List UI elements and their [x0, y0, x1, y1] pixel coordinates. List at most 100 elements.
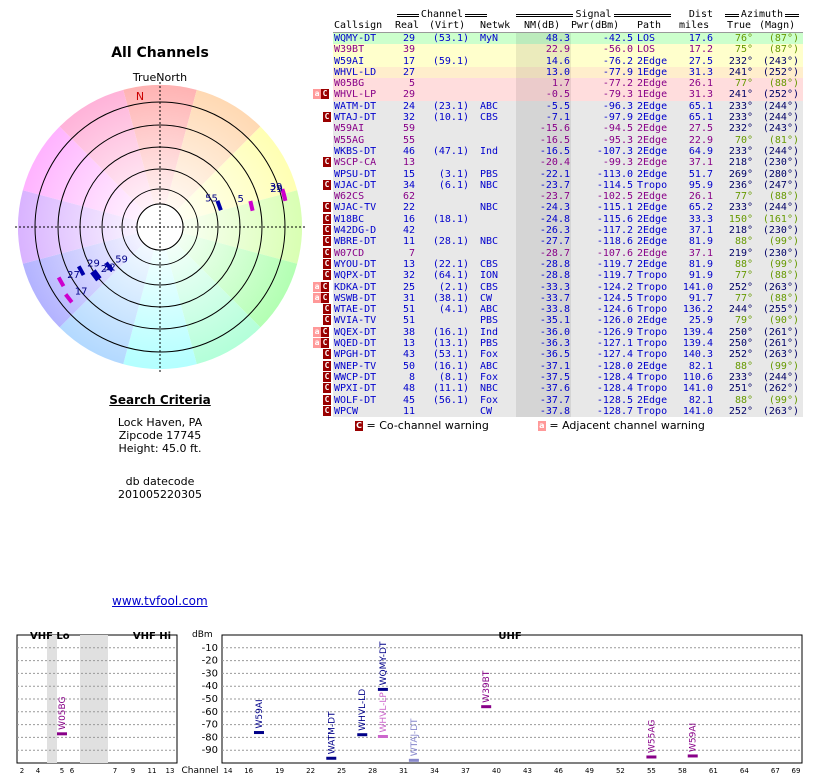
- nm-column-shade: [516, 258, 571, 271]
- cell-magn-azimuth: (90°): [768, 315, 799, 327]
- cochannel-warning-icon: C: [323, 270, 331, 281]
- group-header-channel: Channel: [418, 9, 466, 20]
- table-row: C WJAC-DT 34 (6.1) NBC -23.7 -114.5 Tropo 95.9 23…: [323, 179, 803, 192]
- cochannel-warning-icon: C: [355, 421, 363, 431]
- group-header-signal: Signal: [573, 9, 614, 20]
- channel-table: Channel Signal Dist Azimuth Callsign Rea…: [313, 9, 803, 418]
- cell-real: 5: [408, 78, 415, 90]
- cell-callsign: WJAC-DT: [334, 179, 377, 191]
- cell-real: 42: [402, 225, 415, 237]
- cell-path: 1Edge: [637, 66, 668, 78]
- page-title: All Channels: [111, 45, 209, 61]
- table-row: W59AI 59 -15.6 -94.5 2Edge 27.5 232° (243°): [333, 123, 803, 135]
- cell-real: 11: [402, 236, 415, 248]
- cell-dist: 65.1: [688, 112, 713, 124]
- cell-nm: -36.3: [539, 338, 570, 350]
- cell-magn-azimuth: (244°): [762, 145, 799, 157]
- cell-path: Tropo: [637, 304, 668, 316]
- cochannel-warning-icon: C: [321, 281, 329, 292]
- tvfool-link[interactable]: www.tvfool.com: [112, 594, 208, 608]
- cell-true-azimuth: 252°: [728, 281, 753, 293]
- nm-column-shade: [516, 134, 571, 146]
- spectrum-signal-label: WATM-DT: [327, 711, 337, 754]
- nm-column-shade: [516, 394, 571, 406]
- cell-nm: -28.8: [539, 258, 570, 270]
- table-row: a C WQEX-DT 38 (16.1) Ind -36.0 -126.9 Tropo 139.…: [313, 326, 803, 339]
- cell-real: 17: [402, 55, 415, 67]
- cell-pwr: -128.7: [596, 405, 633, 417]
- location: Lock Haven, PA: [117, 416, 203, 429]
- spectrum-signal-mark: [357, 733, 368, 737]
- polar-ring: [121, 188, 199, 266]
- cell-nm: -33.3: [539, 281, 570, 293]
- spectrum-signal-mark: [57, 732, 67, 736]
- cell-magn-azimuth: (243°): [762, 123, 799, 135]
- cell-virt: (28.1): [432, 236, 469, 248]
- cell-path: Tropo: [637, 270, 668, 282]
- cell-magn-azimuth: (88°): [768, 191, 799, 203]
- cell-real: 62: [402, 191, 415, 203]
- cochannel-warning-icon: C: [321, 326, 329, 337]
- group-header-azimuth: Azimuth: [738, 9, 786, 20]
- warning-flags: C: [323, 225, 331, 236]
- table-row: C WPGH-DT 43 (53.1) Fox -36.5 -127.4 Tropo 140.3…: [323, 349, 803, 361]
- cell-callsign: WHVL-LD: [334, 66, 377, 78]
- cell-dist: 95.9: [688, 179, 713, 191]
- cell-magn-azimuth: (243°): [762, 55, 799, 67]
- cell-magn-azimuth: (99°): [768, 360, 799, 372]
- table-row: W05BG 5 1.7 -77.2 2Edge 26.1 77° (88°): [333, 78, 803, 90]
- cell-virt: (3.1): [438, 168, 469, 180]
- cell-dist: 27.5: [688, 55, 713, 67]
- cell-netwk: NBC: [480, 383, 499, 395]
- cell-true-azimuth: 250°: [728, 326, 753, 338]
- cell-true-azimuth: 77°: [734, 191, 753, 203]
- table-row: C W18BC 16 (18.1) -24.8 -115.6 2Edge 33.3 150° (1…: [323, 213, 803, 226]
- cell-magn-azimuth: (99°): [768, 236, 799, 248]
- cell-dist: 17.2: [688, 44, 713, 56]
- polar-station-mark: [90, 270, 100, 282]
- cell-real: 38: [402, 326, 415, 338]
- cell-path: Tropo: [637, 349, 668, 361]
- polar-plot: 5553929292717243259 N: [15, 82, 305, 372]
- cell-magn-azimuth: (252°): [762, 66, 799, 78]
- nm-column-shade: [516, 202, 571, 214]
- cell-nm: -37.5: [539, 371, 570, 383]
- cell-pwr: -76.2: [602, 55, 633, 67]
- cell-magn-azimuth: (161°): [762, 213, 799, 225]
- x-tick-label: 13: [166, 767, 175, 775]
- polar-station-label: 17: [75, 286, 88, 297]
- cell-path: 2Edge: [637, 55, 668, 67]
- cochannel-warning-icon: C: [323, 236, 331, 247]
- section-label: UHF: [498, 631, 521, 642]
- warning-flags: C: [323, 394, 331, 406]
- cell-magn-azimuth: (263°): [762, 281, 799, 293]
- cell-virt: (2.1): [438, 281, 469, 293]
- spectrum-signal-mark: [408, 758, 419, 762]
- spectrum-frame: -10 -20-30 -40 -50 -60 -70-80 -90 dBm VHF Lo VHF …: [16, 630, 803, 775]
- group-header-row: Channel Signal Dist Azimuth: [333, 9, 803, 20]
- cell-real: 32: [402, 270, 415, 282]
- nm-column-shade: [516, 179, 571, 192]
- cell-nm: -35.1: [539, 315, 570, 327]
- cell-dist: 136.2: [682, 304, 713, 316]
- zipcode: Zipcode 17745: [118, 429, 202, 442]
- cell-magn-azimuth: (247°): [762, 179, 799, 191]
- x-axis-label: Channel: [182, 766, 219, 775]
- y-tick-label: -10: [202, 643, 218, 654]
- cell-callsign: WQED-DT: [334, 338, 377, 350]
- spectrum-signal-mark: [377, 735, 388, 739]
- cochannel-warning-icon: C: [323, 179, 331, 190]
- polar-station-mark: [281, 190, 288, 202]
- x-tick-label: 22: [306, 767, 315, 775]
- table-row: C WTAE-DT 51 (4.1) ABC -33.8 -124.6 Tropo 136.2 2…: [323, 304, 803, 316]
- adjacent-warning-icon: a: [313, 326, 321, 337]
- cell-real: 29: [402, 33, 415, 44]
- cell-callsign: WOLF-DT: [334, 394, 377, 406]
- cell-callsign: W07CD: [334, 247, 365, 259]
- cell-pwr: -118.6: [596, 236, 633, 248]
- polar-station-label: 29: [270, 184, 283, 195]
- cell-real: 13: [402, 338, 415, 350]
- cell-magn-azimuth: (88°): [768, 78, 799, 90]
- cell-pwr: -113.0: [596, 168, 633, 180]
